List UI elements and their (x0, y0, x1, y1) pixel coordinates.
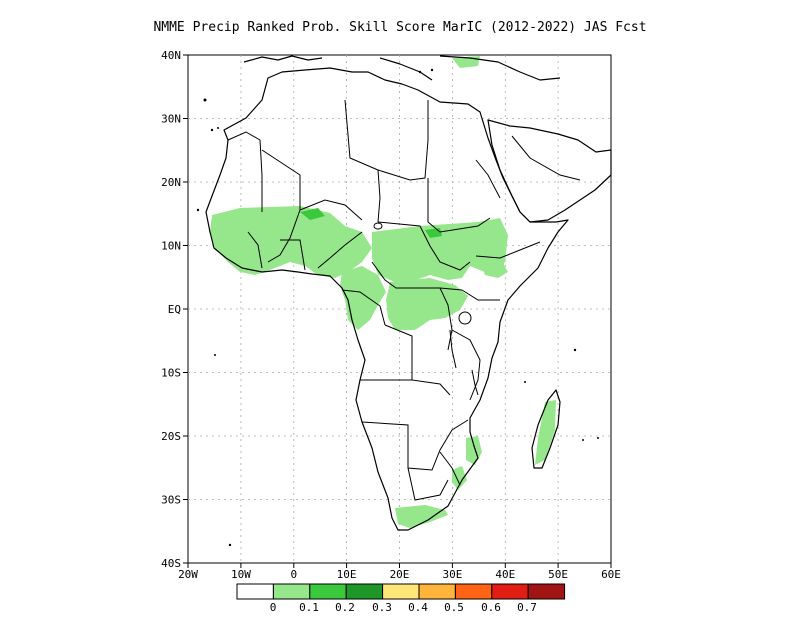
colorbar-label: 0.1 (299, 601, 319, 614)
axis-ticks (183, 54, 612, 568)
colorbar-label: 0.4 (408, 601, 428, 614)
south-africa-skill (395, 505, 448, 528)
colorbar-swatch (309, 583, 347, 600)
lake-victoria (458, 311, 472, 325)
lon-label: 0 (290, 568, 297, 581)
madagascar-skill (535, 400, 556, 465)
arabian-coastline (487, 119, 612, 223)
colorbar-swatch (491, 583, 529, 600)
islands (196, 68, 599, 547)
lon-label: 40E (495, 568, 515, 581)
lon-label: 60E (601, 568, 621, 581)
lakes (373, 222, 479, 396)
colorbar-swatch (527, 583, 566, 600)
lat-label: 20N (161, 176, 181, 189)
lat-label: 10S (161, 367, 181, 380)
lon-label: 10W (231, 568, 251, 581)
africa-coastline (205, 67, 569, 531)
sahel-central-skill (372, 218, 508, 282)
colorbar-labels: 0 0.1 0.2 0.3 0.4 0.5 0.6 0.7 (270, 601, 537, 614)
lon-label: 20E (390, 568, 410, 581)
coastlines (205, 55, 612, 531)
lon-label: 50E (548, 568, 568, 581)
congo-basin-skill (386, 278, 468, 330)
madagascar-coastline (531, 389, 561, 469)
lat-label: 20S (161, 430, 181, 443)
lon-label: 30E (442, 568, 462, 581)
colorbar-swatch (454, 583, 493, 600)
colorbar-label: 0.2 (335, 601, 355, 614)
skill-regions (210, 56, 556, 528)
lat-label: 30N (161, 113, 181, 126)
colorbar-label: 0.7 (517, 601, 537, 614)
colorbar-swatch (272, 583, 311, 600)
lon-label: 10E (337, 568, 357, 581)
colorbar-label: 0.3 (372, 601, 392, 614)
sahel-west-skill (210, 206, 372, 278)
europe-coastline (243, 55, 561, 81)
lat-label: 40N (161, 49, 181, 62)
colorbar-swatch (382, 583, 420, 600)
lon-labels: 20W 10W 0 10E 20E 30E 40E 50E 60E (178, 568, 621, 581)
natal-skill (452, 466, 467, 490)
colorbar-label: 0.5 (444, 601, 464, 614)
lat-label: 40S (161, 557, 181, 570)
lat-label: 10N (161, 240, 181, 253)
mali-skill-high (300, 208, 325, 220)
lake-malawi (471, 369, 479, 396)
colorbar-swatch (418, 583, 456, 600)
colorbar-swatch (345, 583, 384, 600)
colorbar (236, 583, 566, 600)
map-title: NMME Precip Ranked Prob. Skill Score Mar… (153, 20, 647, 35)
lake-tanganyika (449, 329, 457, 369)
lat-label: EQ (168, 303, 181, 316)
east-africa-skill (480, 258, 508, 278)
colorbar-label: 0 (270, 601, 277, 614)
gabon-cameroon-skill (340, 266, 386, 330)
lat-labels: 40N 30N 20N 10N EQ 10S 20S 30S 40S (161, 49, 181, 570)
colorbar-label: 0.6 (481, 601, 501, 614)
lat-label: 30S (161, 494, 181, 507)
lon-label: 20W (178, 568, 198, 581)
lake-chad (373, 222, 383, 230)
colorbar-swatch (236, 583, 274, 600)
